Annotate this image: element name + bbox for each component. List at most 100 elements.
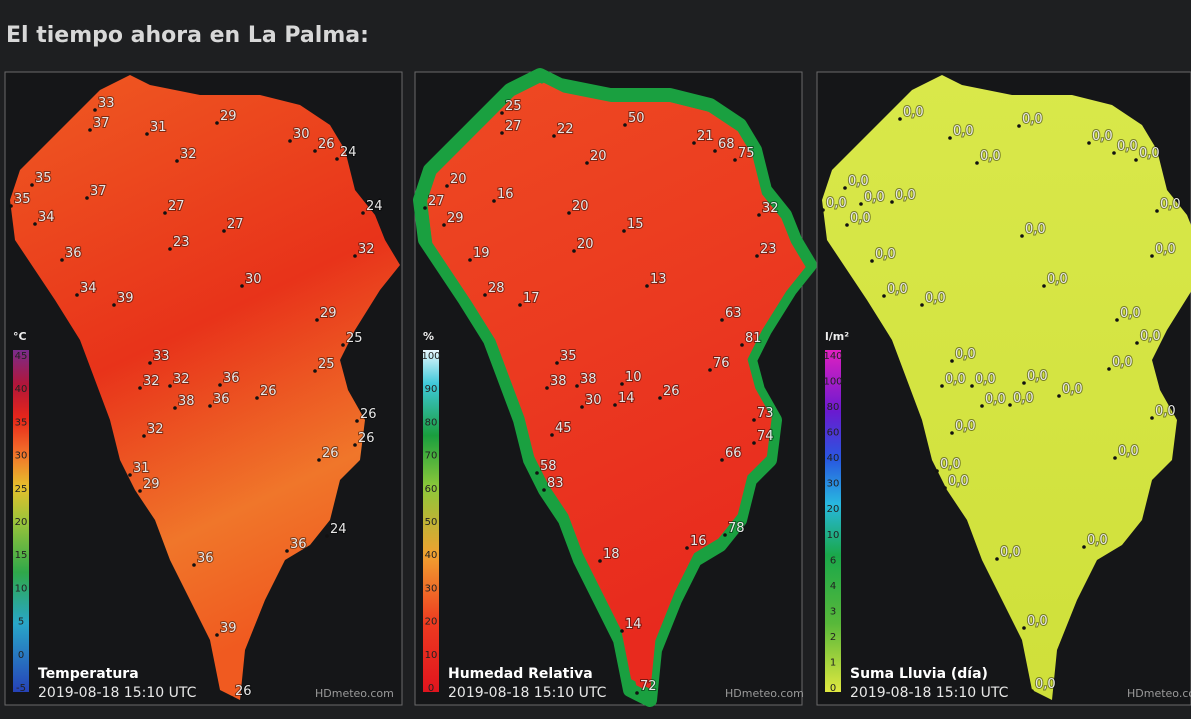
station-dot	[173, 406, 177, 410]
scale-label: 25	[15, 484, 28, 495]
scale-label: 30	[425, 583, 438, 594]
station-dot	[168, 247, 172, 251]
station-value: 28	[488, 281, 505, 296]
scale-label: 5	[18, 617, 24, 628]
station-value: 0,0	[1092, 129, 1113, 144]
station-value: 27	[505, 119, 522, 134]
station-value: 39	[220, 621, 237, 636]
station-value: 36	[197, 551, 214, 566]
station-dot	[1082, 545, 1086, 549]
station-dot	[1042, 284, 1046, 288]
station-value: 36	[290, 537, 307, 552]
scale-label: 2	[830, 632, 836, 643]
scale-label: 10	[425, 650, 438, 661]
scale-label: 0	[428, 683, 434, 694]
station-dot	[1022, 626, 1026, 630]
station-dot	[1030, 689, 1034, 693]
station-dot	[492, 199, 496, 203]
station-dot	[613, 403, 617, 407]
station-value: 35	[14, 192, 31, 207]
scale-label: 70	[425, 451, 438, 462]
station-dot	[870, 259, 874, 263]
station-dot	[950, 359, 954, 363]
scale-label: 30	[827, 479, 840, 490]
station-value: 0,0	[1160, 197, 1181, 212]
station-value: 0,0	[826, 196, 847, 211]
station-value: 18	[603, 547, 620, 562]
station-dot	[285, 549, 289, 553]
scale-label: 3	[830, 606, 836, 617]
station-value: 24	[366, 199, 383, 214]
station-dot	[442, 223, 446, 227]
watermark: HDmeteo.com	[1127, 687, 1191, 700]
station-dot	[882, 294, 886, 298]
scale-label: 15	[15, 550, 28, 561]
station-dot	[980, 404, 984, 408]
station-value: 29	[447, 211, 464, 226]
scale-label: 35	[15, 417, 28, 428]
scale-label: 90	[425, 384, 438, 395]
station-dot	[720, 458, 724, 462]
station-value: 32	[143, 374, 160, 389]
station-value: 0,0	[955, 347, 976, 362]
station-value: 34	[80, 281, 97, 296]
station-value: 39	[117, 291, 134, 306]
scale-label: 60	[827, 428, 840, 439]
station-value: 26	[360, 407, 377, 422]
station-value: 0,0	[1000, 545, 1021, 560]
station-dot	[142, 434, 146, 438]
scale-label: 45	[15, 351, 28, 362]
station-value: 0,0	[953, 124, 974, 139]
scale-label: 50	[425, 517, 438, 528]
station-dot	[500, 111, 504, 115]
station-dot	[255, 396, 259, 400]
scale-label: 0	[830, 683, 836, 694]
station-value: 58	[540, 459, 557, 474]
scale-label: 40	[425, 550, 438, 561]
station-value: 29	[320, 306, 337, 321]
station-value: 72	[640, 679, 657, 694]
scale-unit: l/m²	[825, 330, 849, 343]
panel-title: Humedad Relativa	[448, 666, 593, 682]
station-value: 20	[450, 172, 467, 187]
station-dot	[483, 293, 487, 297]
station-dot	[215, 121, 219, 125]
station-value: 0,0	[1027, 614, 1048, 629]
station-value: 21	[697, 129, 714, 144]
station-dot	[943, 486, 947, 490]
station-dot	[859, 202, 863, 206]
station-dot	[1150, 416, 1154, 420]
station-dot	[740, 343, 744, 347]
station-dot	[112, 303, 116, 307]
scale-label: 60	[425, 484, 438, 495]
station-dot	[580, 405, 584, 409]
station-value: 36	[65, 246, 82, 261]
station-dot	[567, 211, 571, 215]
station-dot	[222, 229, 226, 233]
station-dot	[1150, 254, 1154, 258]
station-value: 15	[627, 217, 644, 232]
station-dot	[240, 284, 244, 288]
station-value: 31	[150, 120, 167, 135]
station-dot	[325, 534, 329, 538]
station-dot	[1017, 124, 1021, 128]
station-dot	[975, 161, 979, 165]
scale-label: 10	[15, 583, 28, 594]
station-value: 0,0	[985, 392, 1006, 407]
station-dot	[148, 361, 152, 365]
panel-timestamp: 2019-08-18 15:10 UTC	[850, 685, 1009, 701]
station-value: 0,0	[955, 419, 976, 434]
station-dot	[572, 249, 576, 253]
station-dot	[733, 158, 737, 162]
station-dot	[175, 159, 179, 163]
panel-timestamp: 2019-08-18 15:10 UTC	[448, 685, 607, 701]
station-value: 32	[147, 422, 164, 437]
station-value: 33	[98, 96, 115, 111]
station-value: 0,0	[875, 247, 896, 262]
station-value: 37	[93, 116, 110, 131]
island-core	[427, 82, 806, 689]
station-dot	[341, 343, 345, 347]
station-dot	[215, 633, 219, 637]
station-value: 27	[428, 194, 445, 209]
station-value: 14	[618, 391, 635, 406]
